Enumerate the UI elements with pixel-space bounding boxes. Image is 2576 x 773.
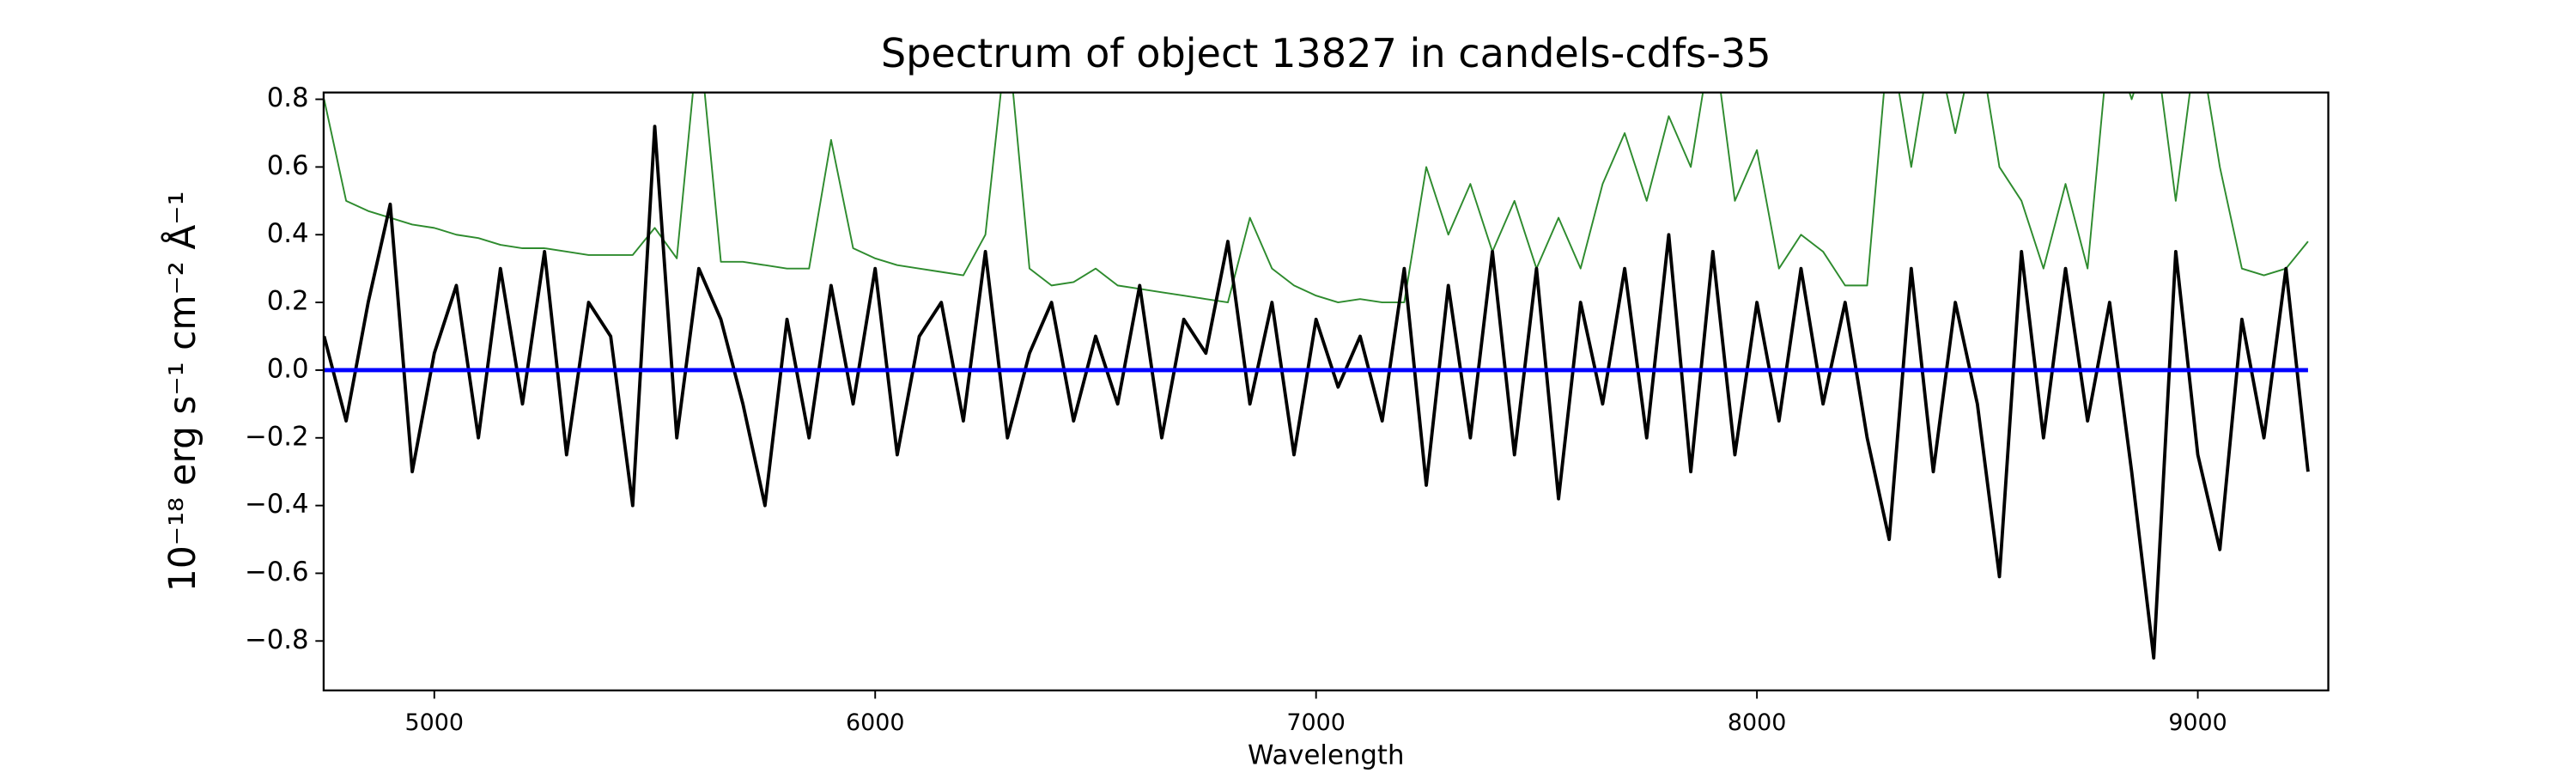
x-tick-label: 7000 bbox=[1286, 709, 1345, 736]
y-tick-label: 0.4 bbox=[267, 218, 309, 249]
chart-title: Spectrum of object 13827 in candels-cdfs… bbox=[881, 30, 1771, 76]
y-tick-label: −0.2 bbox=[245, 421, 309, 452]
y-tick-label: 0.0 bbox=[267, 353, 309, 384]
axes-frame bbox=[322, 91, 2330, 691]
x-axis-label: Wavelength bbox=[1248, 740, 1404, 770]
y-tick-label: 0.8 bbox=[267, 82, 309, 113]
y-tick-label: −0.4 bbox=[245, 489, 309, 520]
x-tick-label: 9000 bbox=[2168, 709, 2227, 736]
x-tick-label: 6000 bbox=[846, 709, 904, 736]
y-tick-label: −0.8 bbox=[245, 624, 309, 655]
x-tick-label: 5000 bbox=[405, 709, 464, 736]
y-tick-label: 0.6 bbox=[267, 150, 309, 181]
spectrum-line bbox=[323, 125, 2310, 660]
y-tick-label: 0.2 bbox=[267, 286, 309, 317]
x-tick-label: 8000 bbox=[1728, 709, 1786, 736]
y-tick-label: −0.6 bbox=[245, 557, 309, 587]
y-axis-label: 10⁻¹⁸ erg s⁻¹ cm⁻² Å⁻¹ bbox=[161, 191, 204, 592]
plot-area bbox=[323, 92, 2310, 660]
spectrum-line bbox=[323, 92, 2309, 304]
